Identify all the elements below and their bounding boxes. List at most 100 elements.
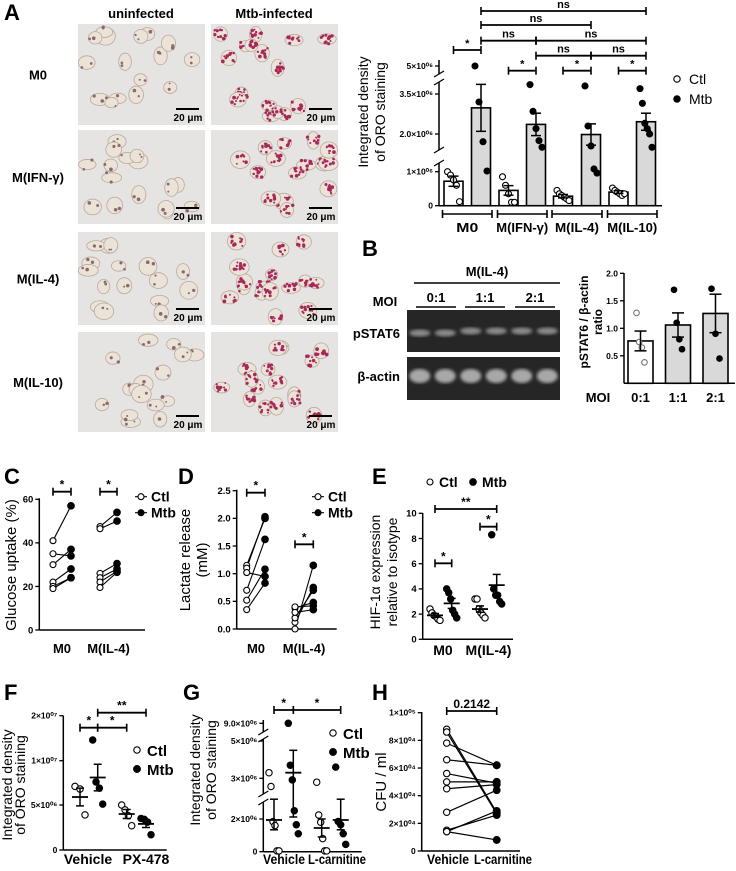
lipid-droplet: [189, 61, 193, 65]
data-point: [638, 99, 646, 107]
lipid-droplet: [223, 386, 226, 389]
data-point-mtb: [444, 588, 453, 597]
data-point-mtb: [98, 800, 107, 808]
lipid-droplet: [243, 282, 246, 285]
significance-label: *: [281, 696, 286, 710]
cell: [154, 364, 172, 381]
lipid-droplet: [291, 203, 295, 208]
moi-value: 2:1: [526, 290, 545, 305]
lipid-droplet: [290, 37, 294, 41]
data-point-mtb: [292, 820, 301, 829]
lipid-droplet: [125, 283, 130, 288]
lipid-droplet: [242, 363, 246, 366]
cell: [120, 409, 139, 421]
lipid-droplet: [265, 108, 269, 112]
lipid-droplet: [285, 211, 288, 215]
lipid-droplet: [298, 401, 302, 405]
data-point: [648, 143, 656, 151]
lipid-droplet: [258, 405, 262, 409]
data-point-mtb: [487, 530, 496, 539]
lipid-droplet: [264, 57, 267, 60]
y-tick-label: 0: [411, 846, 416, 856]
lipid-droplet: [294, 282, 298, 286]
lipid-droplet: [244, 284, 249, 289]
data-point-ctl: [271, 821, 279, 830]
cell: [157, 200, 175, 218]
lipid-droplet: [287, 196, 291, 199]
lipid-droplet: [252, 395, 256, 400]
data-point-ctl: [96, 583, 104, 592]
lipid-droplet: [274, 152, 277, 155]
lipid-droplet: [279, 62, 282, 65]
lipid-droplet: [321, 352, 325, 356]
lipid-droplet: [273, 286, 276, 289]
lipid-droplet: [299, 166, 302, 169]
lipid-droplet: [291, 282, 295, 286]
lipid-droplet: [267, 275, 272, 279]
data-point-ctl: [316, 818, 325, 827]
y-tick-label: 1.0: [217, 569, 230, 580]
y-axis-label: pSTAT6 / β-actin: [577, 276, 591, 369]
significance-label: *: [302, 530, 307, 544]
lipid-droplet: [297, 237, 300, 240]
lipid-droplet: [279, 210, 283, 213]
lipid-droplet: [252, 389, 256, 393]
cell: [174, 346, 192, 363]
lipid-droplet: [270, 161, 273, 164]
lipid-droplet: [267, 144, 271, 148]
lipid-droplet: [312, 312, 315, 316]
lipid-droplet: [258, 32, 261, 35]
data-point-ctl: [322, 847, 331, 855]
data-point-mtb: [113, 517, 121, 525]
data-point: [646, 130, 654, 138]
lipid-droplet: [269, 146, 273, 150]
lipid-droplet: [91, 36, 96, 41]
pair-line: [446, 789, 497, 813]
lipid-droplet: [253, 28, 256, 31]
lipid-droplet: [133, 420, 136, 423]
lipid-droplet: [273, 317, 276, 320]
blot-band: [434, 329, 456, 337]
lipid-droplet: [281, 344, 285, 348]
lipid-droplet: [155, 405, 158, 408]
y-tick-label: 4×10⁰⁴: [389, 791, 416, 801]
x-category-label: M0: [433, 642, 453, 658]
lipid-droplet: [140, 155, 143, 159]
lipid-droplet: [177, 342, 181, 346]
significance-label: *: [520, 59, 525, 71]
lipid-droplet: [279, 376, 282, 380]
lipid-droplet: [293, 402, 297, 406]
data-point-mtb: [309, 586, 318, 595]
lipid-droplet: [283, 249, 287, 252]
lipid-droplet: [330, 34, 334, 38]
lipid-droplet: [223, 34, 227, 38]
lipid-droplet: [240, 238, 244, 241]
micrograph-infected: [211, 130, 339, 224]
lipid-droplet: [223, 55, 226, 58]
lipid-droplet: [306, 304, 310, 309]
data-point-ctl: [49, 585, 57, 593]
lipid-droplet: [297, 235, 300, 239]
lipid-droplet: [278, 316, 283, 321]
lipid-droplet: [279, 250, 282, 254]
x-category-label: M0: [247, 641, 265, 656]
lipid-droplet: [239, 99, 242, 103]
y-axis-label: ratio: [591, 309, 605, 335]
lipid-droplet: [186, 273, 190, 277]
cell: [97, 278, 111, 295]
lipid-droplet: [223, 388, 228, 392]
lipid-droplet: [297, 173, 301, 176]
data-point-ctl: [481, 614, 489, 622]
lipid-droplet: [194, 203, 198, 208]
lipid-droplet: [304, 283, 308, 286]
legend-label: Mtb: [147, 762, 174, 779]
lipid-droplet: [264, 198, 267, 201]
lipid-droplet: [242, 160, 245, 163]
lipid-droplet: [266, 47, 269, 50]
lipid-droplet: [103, 163, 107, 166]
lipid-droplet: [319, 36, 323, 39]
y-tick-label: 1.0: [606, 323, 618, 333]
lipid-droplet: [105, 401, 109, 405]
lipid-droplet: [222, 299, 227, 304]
